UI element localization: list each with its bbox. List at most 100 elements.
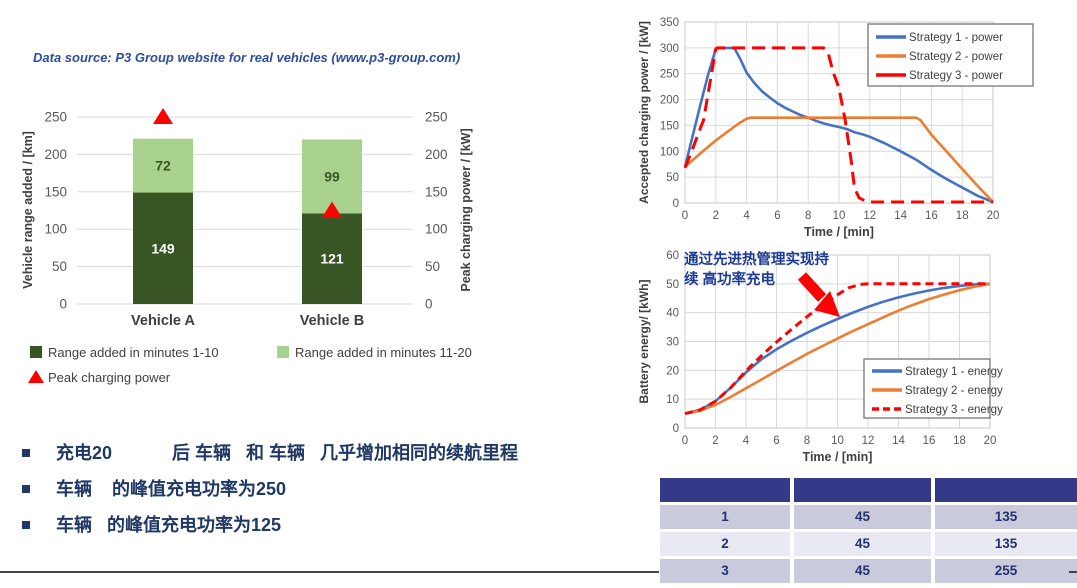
- table-cell: 255: [935, 559, 1077, 583]
- bullet-text-2: 车辆 的峰值充电功率为250: [56, 479, 287, 499]
- svg-text:50: 50: [425, 259, 440, 274]
- svg-text:8: 8: [805, 210, 811, 222]
- bullet-item: 车辆 的峰值充电功率为250: [22, 477, 622, 501]
- svg-text:Strategy 3 - energy: Strategy 3 - energy: [905, 404, 1003, 416]
- svg-text:30: 30: [666, 337, 679, 349]
- svg-text:2: 2: [712, 435, 718, 447]
- svg-text:Battery energy/ [kWh]: Battery energy/ [kWh]: [637, 279, 651, 403]
- svg-text:150: 150: [425, 184, 448, 199]
- svg-text:0: 0: [673, 198, 679, 210]
- bullet-marker: [22, 485, 30, 493]
- svg-text:Strategy 3 - power: Strategy 3 - power: [909, 70, 1003, 82]
- bullet-text-1: 充电20 后 车辆 和 车辆 几乎增加相同的续航里程: [56, 443, 519, 463]
- svg-text:Time / [min]: Time / [min]: [804, 225, 874, 239]
- svg-text:250: 250: [44, 110, 67, 125]
- table-cell: 1: [660, 505, 790, 529]
- svg-text:100: 100: [425, 222, 448, 237]
- svg-text:12: 12: [863, 210, 876, 222]
- table-cell: 45: [794, 559, 931, 583]
- svg-text:20: 20: [987, 210, 1000, 222]
- bullet-item: 车辆 的峰值充电功率为125: [22, 513, 622, 537]
- svg-text:14: 14: [894, 210, 907, 222]
- thermal-management-annotation: 通过先进热管理实现持续 高功率充电: [684, 250, 884, 290]
- svg-text:Peak charging power: Peak charging power: [48, 370, 171, 385]
- svg-text:16: 16: [923, 435, 936, 447]
- svg-text:12: 12: [862, 435, 875, 447]
- svg-text:Vehicle A: Vehicle A: [131, 313, 195, 329]
- svg-text:Accepted charging power / [kW]: Accepted charging power / [kW]: [637, 21, 651, 204]
- table-cell: 45: [794, 505, 931, 529]
- svg-text:10: 10: [666, 394, 679, 406]
- svg-text:Strategy 2 - power: Strategy 2 - power: [909, 51, 1003, 63]
- annotation-line1: 通过先进热管理实现持: [684, 252, 829, 268]
- table-header-cell: [794, 478, 931, 502]
- svg-text:121: 121: [320, 251, 344, 267]
- bullet-marker: [22, 521, 30, 529]
- svg-text:10: 10: [831, 435, 844, 447]
- svg-text:150: 150: [44, 184, 67, 199]
- bullet-item: 充电20 后 车辆 和 车辆 几乎增加相同的续航里程: [22, 441, 622, 465]
- table-cell: 3: [660, 559, 790, 583]
- svg-text:10: 10: [833, 210, 846, 222]
- svg-text:Vehicle B: Vehicle B: [300, 313, 364, 329]
- battery-energy-line-chart: 0 2 4 6 8 10 12 14 16 18 20 0 10 20 30 40 50 60 Time / [mi…: [637, 250, 1003, 464]
- svg-text:6: 6: [774, 210, 780, 222]
- svg-text:0: 0: [673, 423, 679, 435]
- table-cell: 135: [935, 532, 1077, 556]
- svg-text:18: 18: [956, 210, 969, 222]
- svg-text:60: 60: [666, 250, 679, 262]
- bullet-marker: [22, 449, 30, 457]
- table-cell: 2: [660, 532, 790, 556]
- svg-text:Range added in minutes 1-10: Range added in minutes 1-10: [48, 345, 219, 360]
- red-arrow-icon: [797, 272, 840, 317]
- svg-text:Strategy 1 - power: Strategy 1 - power: [909, 32, 1003, 44]
- svg-text:150: 150: [660, 120, 679, 132]
- svg-text:4: 4: [743, 435, 750, 447]
- svg-text:40: 40: [666, 308, 679, 320]
- charging-power-line-chart: 0 2 4 6 8 10 12 14 16 18 20050100150200250300350Ti…: [637, 17, 1034, 239]
- svg-text:149: 149: [151, 240, 175, 256]
- svg-text:200: 200: [425, 147, 448, 162]
- svg-text:16: 16: [925, 210, 938, 222]
- bullet-text-3: 车辆 的峰值充电功率为125: [56, 515, 282, 535]
- bottom-divider-stub: [1069, 571, 1077, 573]
- svg-text:100: 100: [660, 146, 679, 158]
- table-cell: 45: [794, 532, 931, 556]
- svg-text:100: 100: [44, 222, 67, 237]
- svg-text:99: 99: [324, 168, 340, 184]
- svg-text:Vehicle range added / [km]: Vehicle range added / [km]: [21, 131, 35, 289]
- svg-text:20: 20: [666, 365, 679, 377]
- svg-text:250: 250: [660, 69, 679, 81]
- svg-text:4: 4: [743, 210, 750, 222]
- bottom-divider-line: [0, 571, 659, 573]
- table-header-cell: [935, 478, 1077, 502]
- svg-text:50: 50: [666, 172, 679, 184]
- svg-text:0: 0: [425, 297, 433, 312]
- datasource-note: Data source: P3 Group website for real v…: [33, 50, 461, 65]
- svg-text:Time / [min]: Time / [min]: [803, 450, 873, 464]
- annotation-line2: 续 高功率充电: [684, 272, 776, 288]
- svg-text:0: 0: [682, 210, 688, 222]
- svg-text:200: 200: [44, 147, 67, 162]
- svg-text:6: 6: [773, 435, 779, 447]
- svg-text:350: 350: [660, 17, 679, 29]
- svg-text:Peak charging power / [kW]: Peak charging power / [kW]: [459, 128, 473, 291]
- svg-text:Range added in minutes 11-20: Range added in minutes 11-20: [295, 345, 472, 360]
- svg-text:18: 18: [953, 435, 966, 447]
- svg-text:300: 300: [660, 43, 679, 55]
- svg-text:Strategy 1 - energy: Strategy 1 - energy: [905, 366, 1003, 378]
- strategy-results-table: 1 45 135 2 45 135 3 45 255: [660, 478, 1077, 583]
- vehicle-range-bar-chart: 0 0 50 50 100 100 150 150 200 200 250 250 Vehicle ra…: [21, 108, 473, 385]
- svg-text:50: 50: [52, 259, 67, 274]
- svg-text:250: 250: [425, 110, 448, 125]
- svg-text:0: 0: [59, 297, 67, 312]
- svg-text:20: 20: [984, 435, 997, 447]
- svg-text:8: 8: [804, 435, 810, 447]
- svg-text:2: 2: [713, 210, 719, 222]
- svg-text:Strategy 2 - energy: Strategy 2 - energy: [905, 385, 1003, 397]
- bullet-list: 充电20 后 车辆 和 车辆 几乎增加相同的续航里程 车辆 的峰值充电功率为25…: [22, 441, 622, 549]
- svg-text:72: 72: [155, 158, 171, 174]
- svg-text:50: 50: [666, 279, 679, 291]
- table-header-cell: [660, 478, 790, 502]
